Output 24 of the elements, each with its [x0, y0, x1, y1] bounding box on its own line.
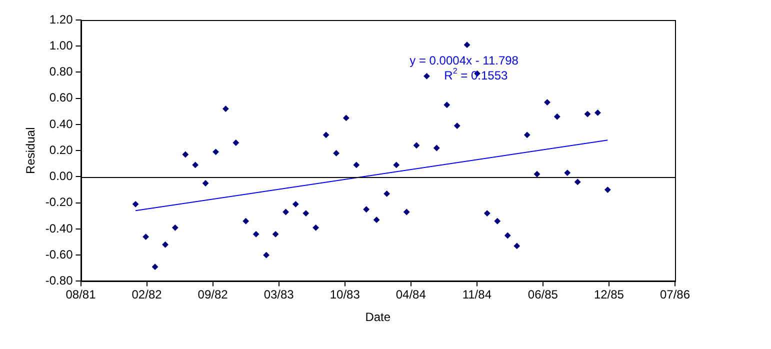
- x-tick-label: 03/83: [264, 288, 294, 302]
- y-tick-label: 0.80: [49, 64, 74, 79]
- x-tick-label: 12/85: [594, 288, 624, 302]
- x-tick-label: 07/86: [660, 288, 690, 302]
- y-tick-label: 0.20: [49, 142, 74, 157]
- x-tick-label: 10/83: [330, 288, 360, 302]
- y-tick-label: 1.00: [49, 38, 74, 52]
- x-tick-label: 09/82: [198, 288, 228, 302]
- x-tick-label: 04/84: [396, 288, 426, 302]
- y-tick-label: 1.20: [49, 12, 74, 26]
- x-axis-title: Date: [365, 310, 391, 324]
- y-tick-label: 0.60: [49, 90, 74, 105]
- y-tick-label: -0.80: [45, 274, 74, 288]
- y-tick-label: 0.40: [49, 116, 74, 131]
- y-tick-label: -0.40: [45, 221, 74, 236]
- y-tick-label: 0.00: [49, 169, 74, 184]
- x-tick-label: 06/85: [528, 288, 558, 302]
- x-tick-label: 02/82: [132, 288, 162, 302]
- x-tick-label: 08/81: [66, 288, 96, 302]
- annotation: y = 0.0004x - 11.798: [410, 53, 519, 68]
- x-tick-label: 11/84: [462, 288, 492, 302]
- y-tick-label: -0.20: [45, 195, 74, 210]
- y-tick-label: -0.60: [45, 247, 74, 262]
- y-axis-title: Residual: [24, 127, 38, 174]
